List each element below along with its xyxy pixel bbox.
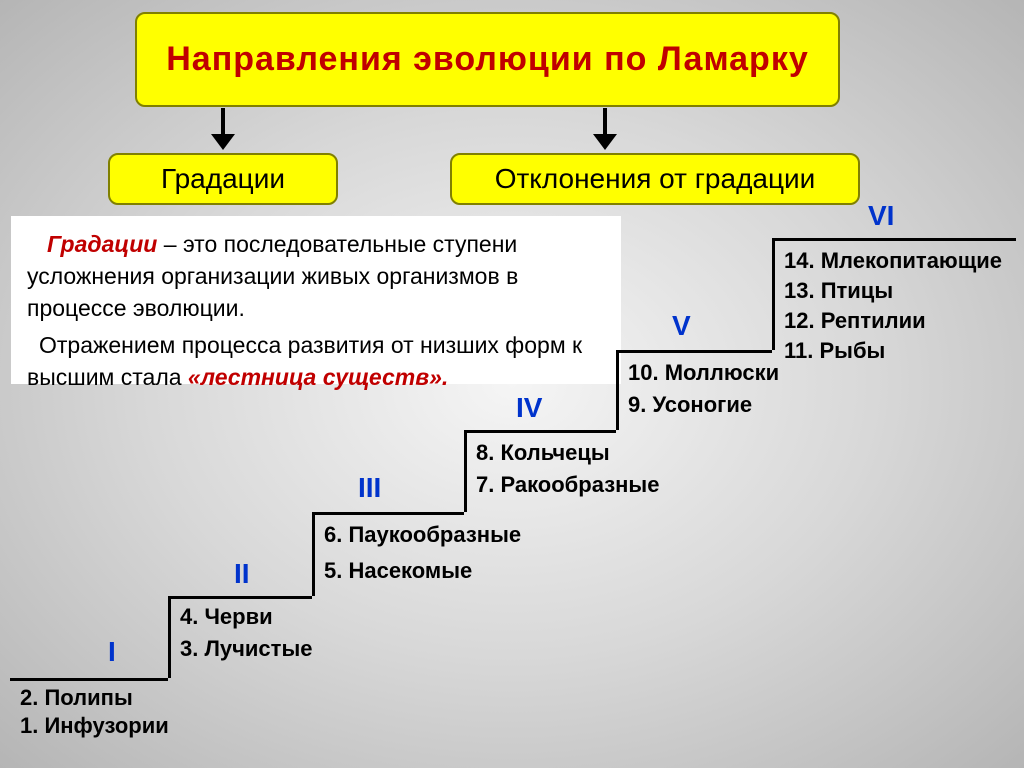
step-item-5-0: 10. Моллюски xyxy=(628,360,779,386)
stair-hline-3 xyxy=(312,512,464,515)
step-roman-6: VI xyxy=(868,200,894,232)
sub-left-text: Градации xyxy=(161,163,285,195)
definition-term: Градации xyxy=(47,231,157,257)
step-item-5-1: 9. Усоногие xyxy=(628,392,752,418)
step-item-1-1: 1. Инфузории xyxy=(20,713,169,739)
step-roman-3: III xyxy=(358,472,381,504)
sub-box-right: Отклонения от градации xyxy=(450,153,860,205)
step-item-6-1: 13. Птицы xyxy=(784,278,893,304)
definition-quote: «лестница существ». xyxy=(188,364,448,390)
stair-hline-4 xyxy=(464,430,616,433)
stair-vline-5 xyxy=(772,238,775,350)
step-item-2-1: 3. Лучистые xyxy=(180,636,312,662)
step-item-2-0: 4. Черви xyxy=(180,604,273,630)
stair-hline-6 xyxy=(772,238,1016,241)
arrow-left xyxy=(221,108,225,138)
stair-vline-3 xyxy=(464,430,467,512)
step-item-3-1: 5. Насекомые xyxy=(324,558,472,584)
sub-box-left: Градации xyxy=(108,153,338,205)
stair-vline-2 xyxy=(312,512,315,596)
step-item-4-1: 7. Ракообразные xyxy=(476,472,659,498)
stair-hline-5 xyxy=(616,350,772,353)
definition-dash: – xyxy=(157,231,183,257)
stair-vline-4 xyxy=(616,350,619,430)
stair-hline-1 xyxy=(10,678,168,681)
step-roman-4: IV xyxy=(516,392,542,424)
step-item-1-0: 2. Полипы xyxy=(20,685,133,711)
step-item-6-0: 14. Млекопитающие xyxy=(784,248,1002,274)
step-item-4-0: 8. Кольчецы xyxy=(476,440,610,466)
sub-right-text: Отклонения от градации xyxy=(495,163,816,195)
step-roman-5: V xyxy=(672,310,691,342)
main-title-text: Направления эволюции по Ламарку xyxy=(166,37,809,81)
arrow-right xyxy=(603,108,607,138)
stair-vline-1 xyxy=(168,596,171,678)
step-item-3-0: 6. Паукообразные xyxy=(324,522,521,548)
step-item-6-3: 11. Рыбы xyxy=(784,338,885,364)
definition-box: Градации – это последовательные ступени … xyxy=(11,216,621,384)
stair-hline-2 xyxy=(168,596,312,599)
step-item-6-2: 12. Рептилии xyxy=(784,308,926,334)
step-roman-2: II xyxy=(234,558,250,590)
step-roman-1: I xyxy=(108,636,116,668)
main-title-box: Направления эволюции по Ламарку xyxy=(135,12,840,107)
